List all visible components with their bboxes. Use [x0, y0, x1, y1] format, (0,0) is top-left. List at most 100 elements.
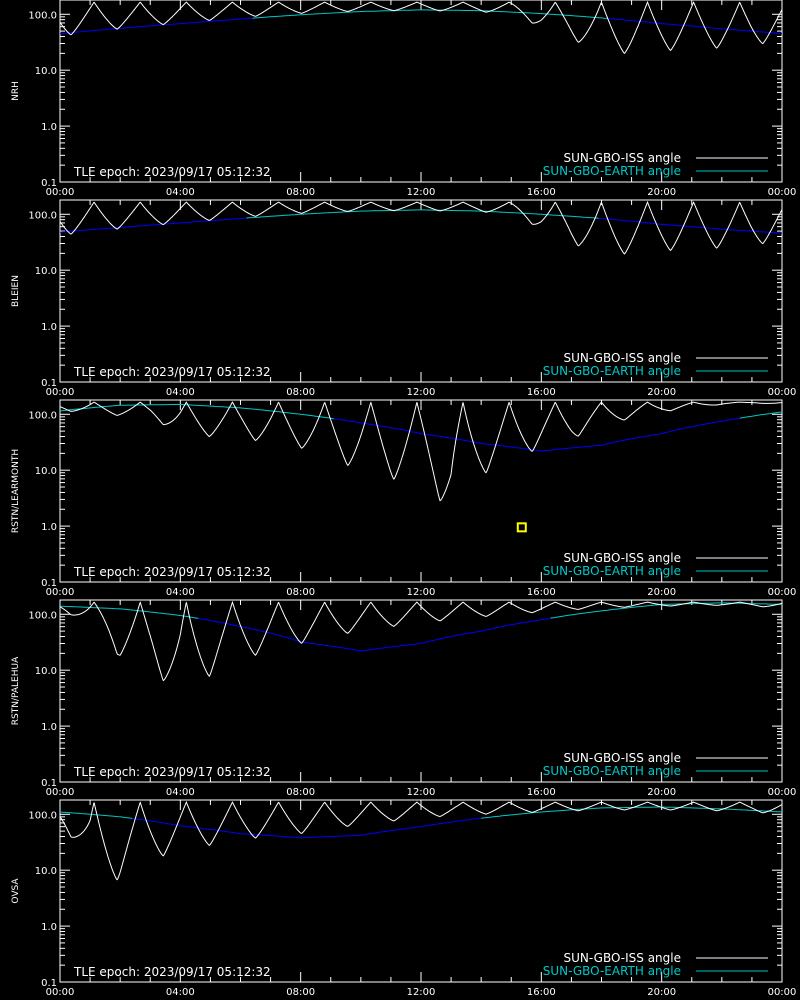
y-tick-label: 10.0 — [35, 266, 57, 277]
x-tick-label: 00:00 — [46, 587, 75, 598]
x-tick-label: 16:00 — [527, 587, 556, 598]
plot-area — [60, 401, 782, 502]
x-tick-label: 00:00 — [46, 387, 75, 398]
plot-area — [60, 200, 782, 255]
y-tick-label: 100.0 — [28, 610, 57, 621]
y-tick-label: 100.0 — [28, 10, 57, 21]
x-tick-label: 20:00 — [647, 987, 676, 998]
tle-epoch-annotation: TLE epoch: 2023/09/17 05:12:32 — [73, 765, 271, 779]
earth-angle-line — [252, 9, 608, 19]
x-tick-label: 04:00 — [166, 787, 195, 798]
x-tick-label: 04:00 — [166, 587, 195, 598]
x-tick-label: 00:00 — [46, 787, 75, 798]
x-tick-label: 08:00 — [286, 387, 315, 398]
y-tick-label: 10.0 — [35, 866, 57, 877]
x-tick-label: 16:00 — [527, 187, 556, 198]
earth-angle-line — [607, 17, 782, 35]
x-tick-label: 16:00 — [527, 387, 556, 398]
y-tick-label: 100.0 — [28, 810, 57, 821]
y-tick-label: 10.0 — [35, 66, 57, 77]
panel-2: 0.1 1.0 10.0 100.0 00:00 04:00 08:00 12:00 16:00… — [11, 199, 797, 398]
x-tick-label: 12:00 — [407, 787, 436, 798]
x-tick-label: 00:00 — [768, 387, 797, 398]
earth-angle-line — [598, 217, 782, 234]
y-tick-label: 1.0 — [41, 922, 57, 933]
earth-angle-line — [132, 817, 482, 839]
earth-angle-line — [60, 811, 133, 819]
legend-earth-label: SUN-GBO-EARTH angle — [543, 764, 681, 778]
x-tick-label: 08:00 — [286, 587, 315, 598]
x-tick-label: 00:00 — [46, 987, 75, 998]
y-tick-label: 1.0 — [41, 522, 57, 533]
y-tick-label: 1.0 — [41, 722, 57, 733]
iss-angle-line — [60, 800, 782, 881]
earth-angle-line — [333, 417, 740, 452]
y-tick-label: 0.1 — [41, 378, 57, 389]
y-tick-label: 1.0 — [41, 322, 57, 333]
y-tick-label: 100.0 — [28, 410, 57, 421]
legend-earth-label: SUN-GBO-EARTH angle — [543, 564, 681, 578]
x-tick-label: 12:00 — [407, 587, 436, 598]
legend-iss-label: SUN-GBO-ISS angle — [564, 351, 681, 365]
plot-area — [60, 600, 782, 682]
panel-1: 0.1 1.0 10.0 100.0 00:00 04:00 08:00 12:00 16:00… — [11, 0, 796, 198]
plot-area — [60, 0, 782, 54]
plot-area — [60, 800, 782, 881]
x-tick-label: 20:00 — [647, 587, 676, 598]
yellow-marker — [516, 522, 527, 533]
y-axis-label: RSTN/PALEHUA — [11, 656, 21, 725]
x-tick-label: 08:00 — [286, 187, 315, 198]
legend-earth-label: SUN-GBO-EARTH angle — [543, 164, 681, 178]
x-tick-label: 16:00 — [527, 787, 556, 798]
earth-angle-line — [246, 209, 599, 219]
x-tick-label: 08:00 — [286, 787, 315, 798]
x-tick-label: 16:00 — [527, 987, 556, 998]
y-tick-label: 1.0 — [41, 122, 57, 133]
y-axis-label: NRH — [11, 81, 21, 101]
earth-angle-line — [739, 411, 782, 419]
legend-iss-label: SUN-GBO-ISS angle — [564, 951, 681, 965]
iss-angle-line — [60, 600, 782, 682]
legend-iss-label: SUN-GBO-ISS angle — [564, 151, 681, 165]
y-tick-label: 0.1 — [41, 978, 57, 989]
x-tick-label: 20:00 — [647, 787, 676, 798]
legend-earth-label: SUN-GBO-EARTH angle — [543, 964, 681, 978]
iss-angle-line — [60, 200, 782, 255]
y-tick-label: 100.0 — [28, 210, 57, 221]
earth-angle-line — [60, 403, 334, 420]
x-tick-label: 00:00 — [46, 187, 75, 198]
x-tick-label: 08:00 — [286, 987, 315, 998]
y-tick-label: 0.1 — [41, 178, 57, 189]
y-tick-label: 10.0 — [35, 466, 57, 477]
x-tick-label: 04:00 — [166, 387, 195, 398]
legend-iss-label: SUN-GBO-ISS angle — [564, 551, 681, 565]
y-axis-label: RSTN/LEARMONTH — [11, 449, 21, 533]
x-tick-label: 12:00 — [407, 987, 436, 998]
y-axis-label: OVSA — [11, 878, 21, 904]
tle-epoch-annotation: TLE epoch: 2023/09/17 05:12:32 — [73, 365, 271, 379]
earth-angle-line — [198, 617, 551, 652]
y-tick-label: 0.1 — [41, 778, 57, 789]
iss-angle-line — [60, 401, 782, 502]
x-tick-label: 12:00 — [407, 387, 436, 398]
x-tick-label: 00:00 — [768, 187, 797, 198]
earth-angle-line — [60, 217, 247, 233]
y-tick-label: 0.1 — [41, 578, 57, 589]
x-tick-label: 20:00 — [647, 387, 676, 398]
panel-3: 0.1 1.0 10.0 100.0 00:00 04:00 08:00 12:00 16:00… — [11, 399, 797, 598]
x-tick-label: 20:00 — [647, 187, 676, 198]
earth-angle-line — [550, 602, 782, 619]
earth-angle-line — [60, 17, 253, 35]
legend-earth-label: SUN-GBO-EARTH angle — [543, 364, 681, 378]
panel-5: 0.1 1.0 10.0 100.0 00:00 04:00 08:00 12:00 16:00… — [11, 799, 797, 998]
tle-epoch-annotation: TLE epoch: 2023/09/17 05:12:32 — [73, 965, 271, 979]
x-tick-label: 04:00 — [166, 187, 195, 198]
tle-epoch-annotation: TLE epoch: 2023/09/17 05:12:32 — [73, 165, 271, 179]
x-tick-label: 00:00 — [768, 987, 797, 998]
tle-epoch-annotation: TLE epoch: 2023/09/17 05:12:32 — [73, 565, 271, 579]
x-tick-label: 00:00 — [768, 587, 797, 598]
iss-angle-line — [60, 0, 782, 54]
y-tick-label: 10.0 — [35, 666, 57, 677]
